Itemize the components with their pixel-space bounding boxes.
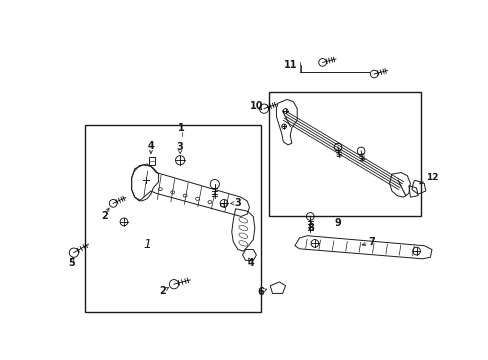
Text: 11: 11 — [283, 60, 296, 70]
Text: 1: 1 — [178, 123, 184, 133]
Text: 4: 4 — [147, 141, 154, 150]
Text: 9: 9 — [334, 217, 341, 228]
Bar — [85, 125, 261, 312]
Text: 1: 1 — [143, 238, 151, 251]
Text: 2: 2 — [101, 211, 108, 221]
Text: 6: 6 — [257, 287, 264, 297]
Bar — [268, 92, 420, 216]
Text: 3: 3 — [177, 142, 183, 152]
Text: 8: 8 — [307, 223, 314, 233]
Text: 10: 10 — [249, 101, 263, 111]
Text: 12: 12 — [425, 174, 437, 183]
Text: 2: 2 — [159, 286, 165, 296]
Text: 5: 5 — [68, 258, 75, 267]
Text: 4: 4 — [247, 258, 254, 269]
Text: 7: 7 — [368, 237, 374, 247]
Text: 3: 3 — [234, 198, 241, 208]
